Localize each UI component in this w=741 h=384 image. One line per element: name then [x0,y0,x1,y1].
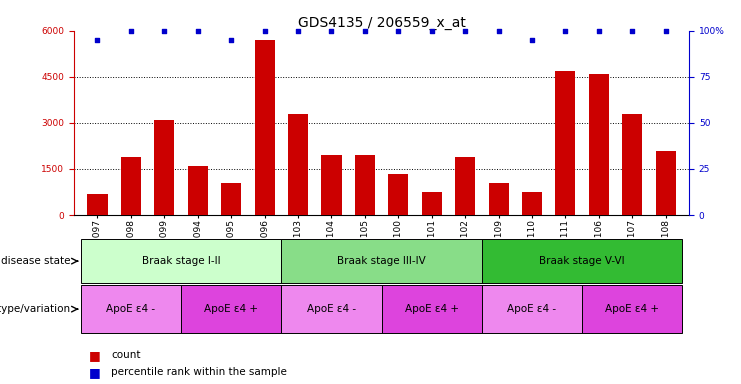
Bar [355,155,375,215]
Bar [81,285,181,333]
Point [325,28,337,34]
Point [125,28,137,34]
Bar [482,239,682,283]
Bar [282,239,482,283]
Point [626,28,638,34]
Point [526,37,538,43]
Bar [87,194,107,215]
Bar [81,239,282,283]
Bar [121,157,141,215]
Bar [181,285,282,333]
Bar [522,192,542,215]
Bar [288,114,308,215]
Bar [622,114,642,215]
Bar [255,40,275,215]
Point [292,28,304,34]
Bar [187,166,207,215]
Point [459,28,471,34]
Bar [556,71,576,215]
Point [493,28,505,34]
Text: Braak stage V-VI: Braak stage V-VI [539,256,625,266]
Bar [282,285,382,333]
Text: Braak stage III-IV: Braak stage III-IV [337,256,426,266]
Bar [221,183,242,215]
Title: GDS4135 / 206559_x_at: GDS4135 / 206559_x_at [298,16,465,30]
Point [159,28,170,34]
Text: ApoE ε4 -: ApoE ε4 - [107,304,156,314]
Point [225,37,237,43]
Bar [488,183,508,215]
Bar [656,151,676,215]
Text: disease state: disease state [1,256,70,266]
Point [426,28,438,34]
Bar [382,285,482,333]
Text: ApoE ε4 -: ApoE ε4 - [307,304,356,314]
Point [92,37,104,43]
Point [593,28,605,34]
Bar [482,285,582,333]
Text: ■: ■ [89,349,101,362]
Text: count: count [111,350,141,360]
Bar [589,74,609,215]
Point [659,28,671,34]
Point [259,28,270,34]
Bar [422,192,442,215]
Text: ApoE ε4 -: ApoE ε4 - [508,304,556,314]
Point [192,28,204,34]
Bar [154,120,174,215]
Bar [388,174,408,215]
Text: ApoE ε4 +: ApoE ε4 + [405,304,459,314]
Point [359,28,370,34]
Text: genotype/variation: genotype/variation [0,304,70,314]
Text: percentile rank within the sample: percentile rank within the sample [111,367,287,377]
Text: ■: ■ [89,366,101,379]
Point [393,28,405,34]
Text: Braak stage I-II: Braak stage I-II [142,256,220,266]
Bar [322,155,342,215]
Point [559,28,571,34]
Bar [582,285,682,333]
Bar [455,157,475,215]
Text: ApoE ε4 +: ApoE ε4 + [205,304,258,314]
Text: ApoE ε4 +: ApoE ε4 + [605,304,659,314]
